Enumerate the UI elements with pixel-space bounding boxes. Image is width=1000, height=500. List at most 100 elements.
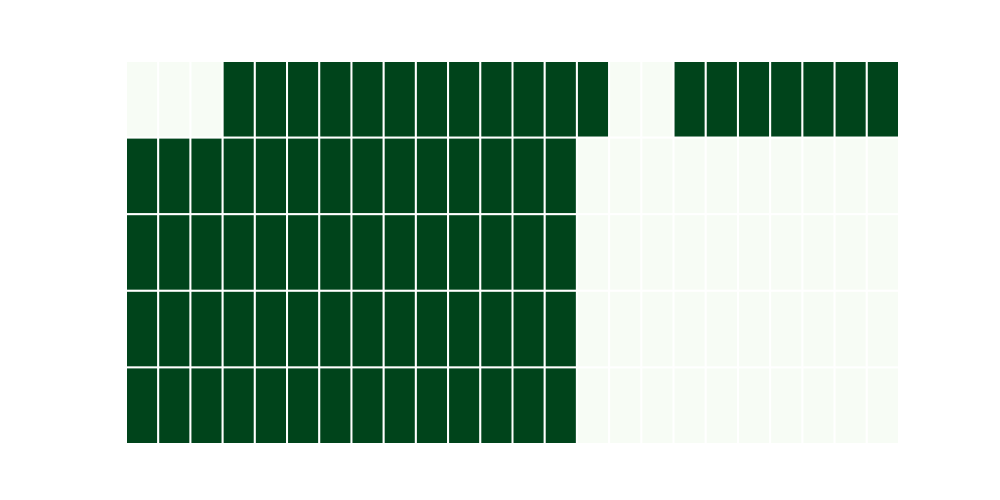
heatmap-cell-r2-c11 [479,213,514,292]
heatmap-cell-r2-c7 [350,213,385,292]
heatmap-cell-r3-c8 [382,289,417,369]
heatmap-cell-r3-c13 [543,289,578,369]
heatmap-cell-r1-c15 [608,136,643,216]
heatmap-cell-r4-c3 [221,366,256,445]
heatmap-cell-r1-c20 [769,136,804,216]
heatmap-cell-r1-c9 [414,136,450,216]
heatmap-cell-r1-c23 [865,136,900,216]
heatmap-cell-r1-c13 [543,136,578,216]
heatmap-cell-r4-c20 [769,366,804,445]
heatmap-cell-r1-c3 [221,136,256,216]
heatmap-cell-r2-c12 [511,213,546,292]
heatmap-cell-r4-c13 [543,366,578,445]
heatmap-cell-r2-c13 [543,213,578,292]
heatmap-cell-r2-c18 [704,213,739,292]
heatmap-cell-r0-c14 [575,60,611,139]
heatmap-cell-r3-c4 [253,289,289,369]
heatmap-cell-r1-c10 [447,136,482,216]
heatmap-cell-r0-c3 [221,60,256,139]
heatmap-cell-r0-c11 [479,60,514,139]
heatmap-cell-r1-c11 [479,136,514,216]
heatmap-cell-r4-c10 [447,366,482,445]
heatmap-cell-r3-c1 [157,289,192,369]
heatmap-cell-r3-c6 [318,289,353,369]
heatmap-cell-r0-c0 [125,60,160,139]
heatmap-cell-r0-c21 [801,60,836,139]
heatmap-cell-r4-c0 [125,366,160,445]
heatmap-cell-r4-c4 [253,366,289,445]
heatmap-cell-r0-c15 [608,60,643,139]
heatmap-cell-r3-c3 [221,289,256,369]
heatmap-cell-r0-c2 [189,60,224,139]
heatmap-cell-r4-c1 [157,366,192,445]
heatmap-cell-r1-c19 [736,136,772,216]
heatmap-cell-r4-c19 [736,366,772,445]
heatmap-cell-r1-c2 [189,136,224,216]
heatmap-cell-r0-c13 [543,60,578,139]
heatmap-cell-r2-c8 [382,213,417,292]
heatmap-cell-r2-c15 [608,213,643,292]
heatmap-cell-r4-c15 [608,366,643,445]
heatmap-cell-r0-c4 [253,60,289,139]
heatmap-cell-r2-c9 [414,213,450,292]
heatmap-cell-r3-c22 [833,289,868,369]
heatmap-cell-r1-c6 [318,136,353,216]
heatmap-cell-r1-c8 [382,136,417,216]
heatmap-cell-r3-c7 [350,289,385,369]
heatmap-cell-r0-c18 [704,60,739,139]
heatmap-cell-r3-c19 [736,289,772,369]
heatmap-cell-r3-c5 [286,289,321,369]
heatmap-cell-r3-c21 [801,289,836,369]
heatmap-cell-r2-c10 [447,213,482,292]
heatmap-cell-r1-c16 [640,136,675,216]
heatmap-cell-r4-c22 [833,366,868,445]
heatmap-cell-r0-c9 [414,60,450,139]
heatmap-cell-r3-c12 [511,289,546,369]
heatmap-cell-r2-c2 [189,213,224,292]
heatmap-cell-r3-c14 [575,289,611,369]
heatmap-cell-r2-c1 [157,213,192,292]
heatmap-cell-r1-c17 [672,136,707,216]
heatmap-cell-r1-c18 [704,136,739,216]
heatmap-cell-r0-c20 [769,60,804,139]
heatmap-cell-r1-c0 [125,136,160,216]
heatmap-cell-r4-c7 [350,366,385,445]
heatmap-cell-r0-c16 [640,60,675,139]
heatmap-cell-r1-c4 [253,136,289,216]
heatmap-cell-r4-c5 [286,366,321,445]
heatmap-cell-r2-c21 [801,213,836,292]
heatmap-cell-r4-c17 [672,366,707,445]
heatmap-cell-r3-c16 [640,289,675,369]
heatmap-cell-r3-c23 [865,289,900,369]
heatmap-cell-r2-c23 [865,213,900,292]
heatmap-cell-r0-c10 [447,60,482,139]
heatmap-cell-r3-c20 [769,289,804,369]
heatmap-cell-r0-c5 [286,60,321,139]
heatmap-cells [125,60,900,445]
heatmap-cell-r0-c6 [318,60,353,139]
heatmap-cell-r3-c10 [447,289,482,369]
heatmap-cell-r2-c4 [253,213,289,292]
heatmap-cell-r0-c23 [865,60,900,139]
heatmap-cell-r2-c19 [736,213,772,292]
heatmap-cell-r4-c23 [865,366,900,445]
heatmap-cell-r3-c9 [414,289,450,369]
heatmap-cell-r3-c11 [479,289,514,369]
heatmap-cell-r4-c11 [479,366,514,445]
heatmap-cell-r4-c14 [575,366,611,445]
heatmap-cell-r1-c14 [575,136,611,216]
heatmap-cell-r3-c17 [672,289,707,369]
heatmap-cell-r2-c16 [640,213,675,292]
heatmap-cell-r2-c3 [221,213,256,292]
heatmap-cell-r2-c0 [125,213,160,292]
heatmap-cell-r1-c22 [833,136,868,216]
heatmap-cell-r2-c22 [833,213,868,292]
heatmap-cell-r4-c21 [801,366,836,445]
heatmap-cell-r4-c18 [704,366,739,445]
heatmap-cell-r0-c17 [672,60,707,139]
heatmap-cell-r1-c5 [286,136,321,216]
heatmap-cell-r0-c7 [350,60,385,139]
heatmap-cell-r4-c16 [640,366,675,445]
